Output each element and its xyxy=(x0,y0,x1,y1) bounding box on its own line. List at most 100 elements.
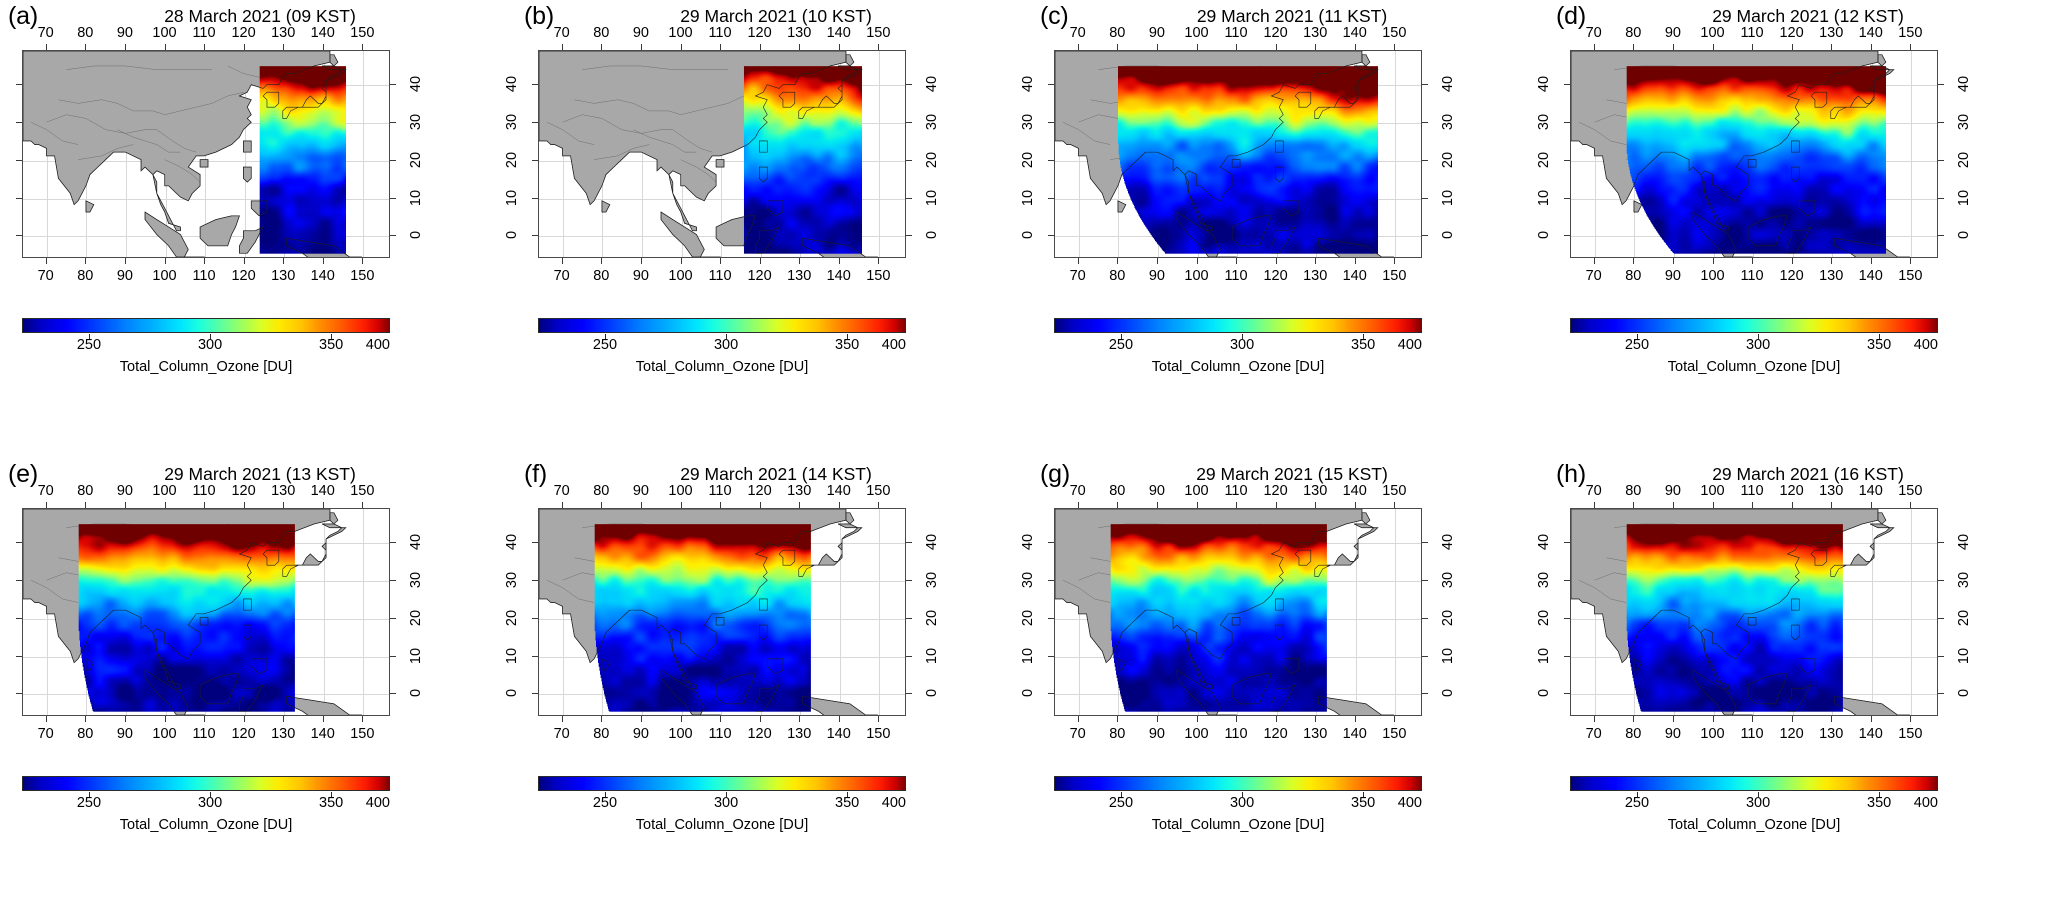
y-tick-label-left: 30 xyxy=(504,113,520,130)
x-tick-label-bottom: 110 xyxy=(1740,726,1764,742)
panel-title: 28 March 2021 (09 KST) xyxy=(164,6,356,26)
colorbar-tick xyxy=(726,334,728,339)
x-tick-label-bottom: 120 xyxy=(1779,268,1804,284)
colorbar-tick xyxy=(331,334,333,339)
y-tick-label-right: 40 xyxy=(408,75,424,93)
y-tick-label-right: 0 xyxy=(1440,231,1456,240)
map-frame xyxy=(538,50,906,258)
y-tick-label-right: 40 xyxy=(1956,75,1972,93)
colorbar-tick-label: 400 xyxy=(365,795,390,811)
x-tick-label-top: 130 xyxy=(1303,483,1328,499)
x-tick-top xyxy=(1117,44,1119,50)
y-tick-left xyxy=(16,542,22,543)
x-tick-bottom xyxy=(45,716,47,722)
y-tick-left xyxy=(532,655,538,657)
x-tick-label-bottom: 70 xyxy=(1069,268,1086,284)
x-tick-label-top: 110 xyxy=(1224,483,1248,499)
x-tick-label-top: 130 xyxy=(1819,483,1844,499)
x-tick-bottom xyxy=(601,716,603,722)
panel-letter: (e) xyxy=(8,460,38,488)
colorbar-caption: Total_Column_Ozone [DU] xyxy=(119,359,293,375)
panel-e: (e) 29 March 2021 (13 KST) 70 70 80 80 90 90 100… xyxy=(0,458,516,916)
x-tick-bottom xyxy=(680,258,682,264)
x-tick-label-top: 100 xyxy=(1700,25,1725,41)
panel-letter: (d) xyxy=(1556,2,1586,30)
x-tick-label-top: 110 xyxy=(1740,25,1764,41)
panel-title: 29 March 2021 (16 KST) xyxy=(1712,464,1904,484)
x-tick-label-bottom: 110 xyxy=(1224,726,1248,742)
x-tick-label-bottom: 150 xyxy=(1382,268,1407,284)
x-tick-bottom xyxy=(799,716,801,722)
y-tick-left xyxy=(1048,121,1054,123)
colorbar-tick xyxy=(331,792,333,797)
x-tick-label-bottom: 100 xyxy=(1700,268,1725,284)
y-tick-right xyxy=(1938,655,1944,657)
x-tick-bottom xyxy=(322,716,324,722)
x-tick-label-top: 150 xyxy=(350,483,375,499)
y-tick-right xyxy=(390,235,396,237)
x-tick-label-bottom: 90 xyxy=(1148,268,1165,284)
x-tick-label-top: 150 xyxy=(866,483,891,499)
y-tick-right xyxy=(1938,159,1944,161)
x-tick-label-top: 110 xyxy=(1224,25,1248,41)
colorbar-tick-label: 300 xyxy=(1745,337,1771,353)
x-tick-label-top: 140 xyxy=(1342,483,1367,499)
y-tick-label-left: 0 xyxy=(1536,231,1552,240)
x-tick-top xyxy=(1752,502,1753,508)
x-tick-bottom xyxy=(838,258,840,264)
y-tick-right xyxy=(1422,542,1428,543)
x-tick-top xyxy=(561,44,563,50)
x-tick-top xyxy=(838,502,840,508)
x-tick-label-top: 100 xyxy=(668,25,693,41)
panel-f: (f) 29 March 2021 (14 KST) 70 70 80 80 90 90 100… xyxy=(504,458,1032,916)
y-tick-label-right: 20 xyxy=(408,609,424,626)
y-tick-label-left: 40 xyxy=(1536,75,1552,93)
panel-title: 29 March 2021 (10 KST) xyxy=(680,6,872,26)
x-tick-label-bottom: 70 xyxy=(1585,268,1602,284)
y-tick-label-right: 30 xyxy=(924,571,940,588)
y-tick-right xyxy=(906,159,912,161)
colorbar-tick-label: 400 xyxy=(1913,337,1938,353)
y-tick-left xyxy=(1564,197,1570,199)
y-tick-label-right: 30 xyxy=(924,113,940,130)
y-tick-right xyxy=(1938,693,1944,695)
x-tick-top xyxy=(322,502,324,508)
map-area: 70 70 80 80 90 90 100 100 110 110 120 120 130 130 140 1… xyxy=(0,483,424,742)
x-tick-top xyxy=(1752,44,1753,50)
x-tick-top xyxy=(640,502,642,508)
x-tick-label-bottom: 80 xyxy=(77,268,94,284)
x-tick-label-bottom: 100 xyxy=(668,726,693,742)
x-tick-top xyxy=(601,502,603,508)
y-tick-label-left: 10 xyxy=(0,647,4,664)
y-tick-left xyxy=(16,121,22,123)
y-tick-label-left: 30 xyxy=(504,571,520,588)
x-tick-label-top: 90 xyxy=(1148,25,1165,41)
x-tick-label-top: 90 xyxy=(1148,483,1165,499)
colorbar-tick xyxy=(1879,792,1881,797)
panel-title: 29 March 2021 (14 KST) xyxy=(680,464,872,484)
x-tick-top xyxy=(1870,502,1872,508)
y-tick-left xyxy=(1048,579,1054,581)
x-tick-label-top: 120 xyxy=(1779,25,1804,41)
x-tick-label-top: 150 xyxy=(1382,25,1407,41)
x-tick-top xyxy=(1156,502,1158,508)
x-tick-label-top: 150 xyxy=(1898,483,1923,499)
x-tick-label-bottom: 100 xyxy=(152,726,177,742)
x-tick-bottom xyxy=(1156,258,1158,264)
coastlines-overlay xyxy=(1055,51,1421,257)
x-tick-top xyxy=(1117,502,1119,508)
colorbar-tick-label: 400 xyxy=(1913,795,1938,811)
x-tick-top xyxy=(1712,502,1714,508)
x-tick-label-bottom: 140 xyxy=(1858,726,1883,742)
x-tick-label-top: 150 xyxy=(866,25,891,41)
map-frame xyxy=(22,508,390,716)
x-tick-label-bottom: 90 xyxy=(632,726,649,742)
x-tick-label-top: 100 xyxy=(668,483,693,499)
y-tick-label-left: 20 xyxy=(1020,151,1036,168)
y-tick-label-right: 30 xyxy=(1956,113,1972,130)
x-tick-label-top: 70 xyxy=(553,483,570,499)
x-tick-top xyxy=(124,502,126,508)
y-tick-label-right: 20 xyxy=(924,151,940,168)
x-tick-label-top: 70 xyxy=(37,25,54,41)
x-tick-label-top: 150 xyxy=(1382,483,1407,499)
